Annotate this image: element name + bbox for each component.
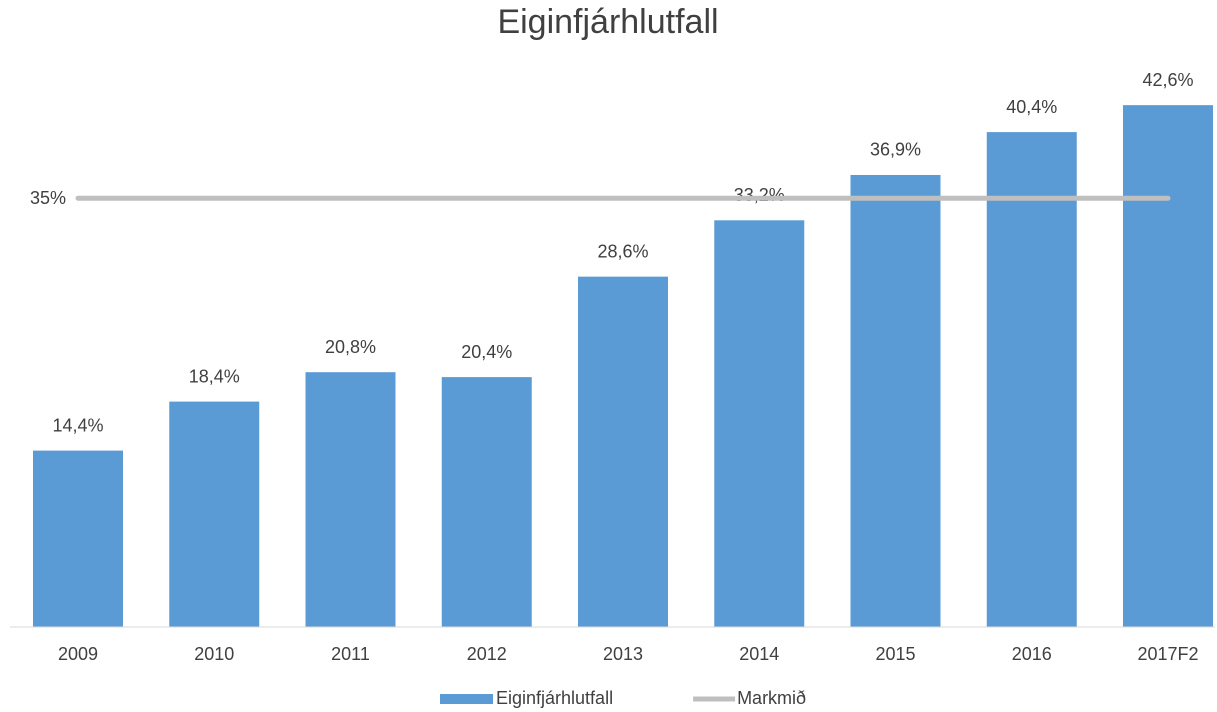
bar (33, 450, 123, 627)
data-label: 33,2% (734, 185, 785, 205)
data-label: 20,4% (461, 342, 512, 362)
data-label: 36,9% (870, 140, 921, 160)
bar (169, 401, 260, 627)
chart-title: Eiginfjárhlutfall (497, 3, 718, 41)
x-tick-label: 2017F2 (1137, 644, 1198, 664)
legend-label: Markmið (737, 688, 806, 708)
x-tick-label: 2012 (467, 644, 507, 664)
data-label: 42,6% (1142, 70, 1193, 90)
data-label: 40,4% (1006, 97, 1057, 117)
data-label: 28,6% (597, 241, 648, 261)
x-tick-label: 2016 (1012, 644, 1052, 664)
legend-label: Eiginfjárhlutfall (496, 688, 613, 708)
data-label: 20,8% (325, 337, 376, 357)
x-tick-label: 2009 (58, 644, 98, 664)
bar (1123, 105, 1213, 627)
data-label: 18,4% (189, 366, 240, 386)
x-tick-label: 2013 (603, 644, 643, 664)
x-tick-label: 2010 (194, 644, 234, 664)
bar (714, 220, 805, 628)
x-tick-label: 2014 (739, 644, 779, 664)
data-label: 14,4% (52, 415, 103, 435)
bar (441, 377, 532, 627)
bar (986, 132, 1077, 627)
x-tick-label: 2015 (875, 644, 915, 664)
legend-swatch (440, 694, 493, 704)
bar (850, 174, 941, 627)
data-label: 35% (30, 188, 66, 208)
bar (578, 276, 668, 627)
x-tick-label: 2011 (331, 644, 370, 664)
bar (305, 372, 396, 627)
